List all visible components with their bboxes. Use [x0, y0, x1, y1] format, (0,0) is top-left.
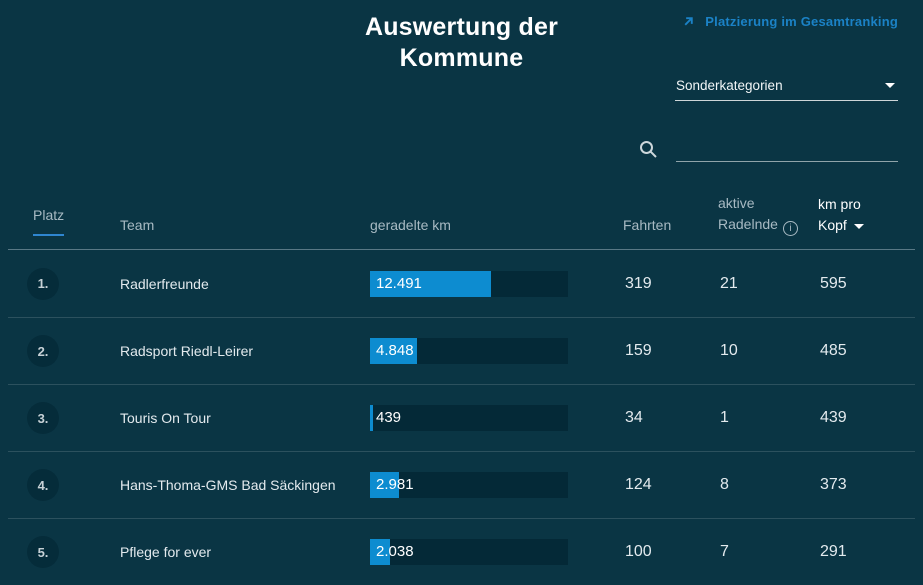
- rank-badge: 2.: [27, 335, 59, 367]
- sort-desc-icon: [853, 224, 864, 229]
- fahrten-value: 100: [625, 543, 652, 560]
- rank-badge: 5.: [27, 536, 59, 568]
- km-bar-cell: 2.038: [370, 539, 623, 565]
- rank-badge: 1.: [27, 267, 59, 300]
- km-bar-fill: [370, 338, 417, 364]
- external-arrow-icon: [681, 14, 696, 29]
- table-row[interactable]: 1. Radlerfreunde 12.491 319 21 595: [8, 250, 915, 317]
- table-row[interactable]: 4. Hans-Thoma-GMS Bad Säckingen 2.981 12…: [8, 451, 915, 518]
- km-value: 4.848: [376, 342, 414, 359]
- rank-cell: 3.: [25, 402, 120, 434]
- team-name: Radsport Riedl-Leirer: [120, 343, 254, 359]
- team-name: Pflege for ever: [120, 544, 212, 560]
- fahrten-value: 159: [625, 342, 652, 359]
- km-bar-cell: 439: [370, 405, 623, 431]
- radelnde-value: 10: [720, 342, 738, 359]
- page-title: Auswertung der Kommune: [0, 0, 923, 74]
- rank-cell: 5.: [25, 536, 120, 568]
- page-title-line1: Auswertung der: [364, 13, 559, 41]
- km-bar-fill: [370, 472, 399, 498]
- search-icon: [639, 140, 658, 164]
- page-title-line2: Kommune: [399, 44, 524, 72]
- table-row[interactable]: 3. Touris On Tour 439 34 1 439: [8, 384, 915, 451]
- radelnde-value: 1: [720, 409, 729, 426]
- radelnde-value: 7: [720, 543, 729, 560]
- chevron-down-icon: [885, 83, 895, 88]
- table-header-row: Platz Team geradelte km Fahrten aktive R…: [8, 185, 915, 250]
- fahrten-value: 34: [625, 409, 643, 426]
- results-table: Platz Team geradelte km Fahrten aktive R…: [0, 185, 923, 585]
- info-icon[interactable]: i: [782, 221, 798, 236]
- km-pro-kopf-value: 439: [820, 409, 847, 426]
- column-header-platz[interactable]: Platz: [25, 205, 120, 249]
- km-value: 12.491: [376, 274, 422, 292]
- rank-cell: 1.: [25, 267, 120, 300]
- rank-badge: 4.: [27, 469, 59, 501]
- km-bar-track: 4.848: [370, 338, 568, 364]
- table-row[interactable]: 2. Radsport Riedl-Leirer 4.848 159 10 48…: [8, 317, 915, 384]
- team-name: Hans-Thoma-GMS Bad Säckingen: [120, 477, 336, 493]
- table-row[interactable]: 5. Pflege for ever 2.038 100 7 291: [8, 518, 915, 585]
- km-bar-fill: [370, 539, 390, 565]
- column-header-geradelte-km[interactable]: geradelte km: [370, 217, 451, 233]
- km-value: 439: [376, 409, 402, 426]
- km-bar-track: 2.038: [370, 539, 568, 565]
- km-value: 2.981: [376, 476, 414, 493]
- radelnde-value: 21: [720, 274, 738, 292]
- km-bar-fill: [370, 270, 491, 297]
- km-bar-track: 12.491: [370, 270, 568, 297]
- km-pro-kopf-value: 595: [820, 274, 847, 292]
- radelnde-value: 8: [720, 476, 729, 493]
- km-pro-kopf-value: 485: [820, 342, 847, 359]
- page-header: Auswertung der Kommune Platzierung im Ge…: [0, 0, 923, 185]
- km-pro-kopf-value: 291: [820, 543, 847, 560]
- overall-ranking-link[interactable]: Platzierung im Gesamtranking: [681, 14, 898, 29]
- column-header-fahrten[interactable]: Fahrten: [623, 217, 672, 233]
- rank-cell: 4.: [25, 469, 120, 501]
- km-pro-kopf-value: 373: [820, 476, 847, 493]
- overall-ranking-link-label: Platzierung im Gesamtranking: [705, 14, 898, 29]
- column-header-km-pro-kopf[interactable]: km pro Kopf: [818, 194, 915, 249]
- special-categories-select[interactable]: Sonderkategorien: [675, 78, 898, 101]
- search-input[interactable]: [676, 138, 898, 162]
- table-body: 1. Radlerfreunde 12.491 319 21 595 2. Ra…: [0, 250, 923, 585]
- km-bar-cell: 12.491: [370, 270, 623, 297]
- rank-badge: 3.: [27, 402, 59, 434]
- team-name: Radlerfreunde: [120, 275, 209, 292]
- km-bar-cell: 4.848: [370, 338, 623, 364]
- special-categories-value: Sonderkategorien: [676, 78, 783, 93]
- column-header-aktive-radelnde[interactable]: aktive Radelnde i: [718, 193, 818, 249]
- fahrten-value: 124: [625, 476, 652, 493]
- km-value: 2.038: [376, 543, 414, 560]
- rank-cell: 2.: [25, 335, 120, 367]
- fahrten-value: 319: [625, 274, 652, 292]
- column-header-team[interactable]: Team: [120, 217, 155, 233]
- team-name: Touris On Tour: [120, 410, 211, 426]
- km-bar-track: 2.981: [370, 472, 568, 498]
- km-bar-fill: [370, 405, 373, 431]
- km-bar-track: 439: [370, 405, 568, 431]
- km-bar-cell: 2.981: [370, 472, 623, 498]
